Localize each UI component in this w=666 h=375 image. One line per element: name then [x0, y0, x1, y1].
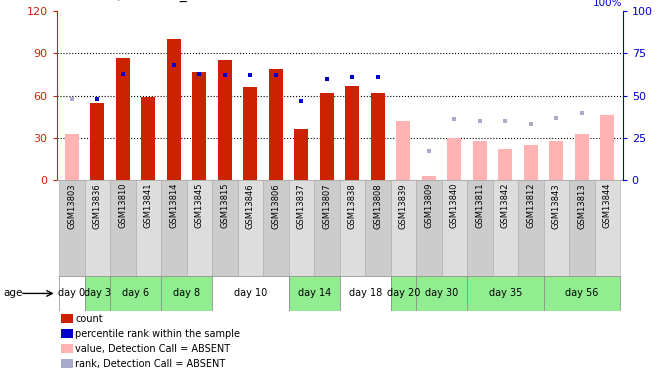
Text: day 8: day 8: [173, 288, 200, 298]
Bar: [396, 121, 410, 180]
Text: count: count: [75, 314, 103, 324]
Bar: [391, 180, 416, 278]
Bar: [263, 180, 288, 278]
Bar: [371, 93, 385, 180]
Bar: [498, 149, 512, 180]
Text: GSM13846: GSM13846: [246, 183, 255, 228]
Text: GSM13845: GSM13845: [195, 183, 204, 228]
Bar: [238, 180, 263, 278]
Bar: [346, 86, 360, 180]
Text: GSM13842: GSM13842: [501, 183, 510, 228]
Bar: [288, 276, 340, 311]
Bar: [473, 141, 487, 180]
Bar: [422, 176, 436, 180]
Bar: [110, 276, 161, 311]
Bar: [59, 276, 85, 311]
Text: GSM13844: GSM13844: [603, 183, 612, 228]
Bar: [218, 60, 232, 180]
Bar: [85, 180, 110, 278]
Text: GSM13811: GSM13811: [476, 183, 484, 228]
Text: GDS605 / 102632_at: GDS605 / 102632_at: [57, 0, 200, 2]
Bar: [269, 69, 283, 180]
Bar: [549, 141, 563, 180]
Text: day 18: day 18: [348, 288, 382, 298]
Bar: [91, 103, 105, 180]
Bar: [59, 180, 85, 278]
Bar: [340, 276, 391, 311]
Text: GSM13812: GSM13812: [526, 183, 535, 228]
Text: rank, Detection Call = ABSENT: rank, Detection Call = ABSENT: [75, 359, 226, 369]
Bar: [294, 129, 308, 180]
Bar: [320, 93, 334, 180]
Bar: [524, 145, 538, 180]
Bar: [575, 134, 589, 180]
Bar: [467, 276, 543, 311]
Bar: [569, 180, 595, 278]
Bar: [416, 180, 442, 278]
Text: day 20: day 20: [387, 288, 420, 298]
Text: GSM13837: GSM13837: [297, 183, 306, 229]
Text: day 56: day 56: [565, 288, 599, 298]
Text: day 14: day 14: [298, 288, 331, 298]
Text: GSM13806: GSM13806: [272, 183, 280, 228]
Text: GSM13843: GSM13843: [552, 183, 561, 228]
Bar: [365, 180, 391, 278]
Bar: [141, 97, 155, 180]
Text: GSM13810: GSM13810: [119, 183, 127, 228]
Bar: [212, 276, 288, 311]
Bar: [448, 138, 462, 180]
Text: day 35: day 35: [489, 288, 522, 298]
Text: GSM13807: GSM13807: [322, 183, 332, 228]
Text: GSM13808: GSM13808: [374, 183, 382, 228]
Bar: [161, 276, 212, 311]
Text: 100%: 100%: [593, 0, 623, 8]
Bar: [116, 58, 130, 180]
Bar: [167, 39, 181, 180]
Text: GSM13814: GSM13814: [169, 183, 178, 228]
Text: GSM13840: GSM13840: [450, 183, 459, 228]
Bar: [243, 87, 258, 180]
Text: GSM13809: GSM13809: [424, 183, 434, 228]
Bar: [416, 276, 467, 311]
Bar: [543, 180, 569, 278]
Bar: [340, 180, 365, 278]
Bar: [192, 72, 206, 180]
Bar: [186, 180, 212, 278]
Bar: [288, 180, 314, 278]
Text: GSM13841: GSM13841: [144, 183, 153, 228]
Bar: [442, 180, 467, 278]
Text: day 10: day 10: [234, 288, 267, 298]
Bar: [518, 180, 543, 278]
Bar: [391, 276, 416, 311]
Bar: [65, 134, 79, 180]
Text: GSM13836: GSM13836: [93, 183, 102, 229]
Bar: [543, 276, 620, 311]
Bar: [493, 180, 518, 278]
Text: day 6: day 6: [122, 288, 149, 298]
Text: GSM13838: GSM13838: [348, 183, 357, 229]
Bar: [85, 276, 110, 311]
Text: day 0: day 0: [59, 288, 85, 298]
Bar: [212, 180, 238, 278]
Text: day 30: day 30: [425, 288, 458, 298]
Bar: [136, 180, 161, 278]
Text: value, Detection Call = ABSENT: value, Detection Call = ABSENT: [75, 344, 230, 354]
Bar: [600, 116, 615, 180]
Text: percentile rank within the sample: percentile rank within the sample: [75, 329, 240, 339]
Text: GSM13839: GSM13839: [399, 183, 408, 228]
Bar: [110, 180, 136, 278]
Text: day 3: day 3: [84, 288, 111, 298]
Bar: [161, 180, 186, 278]
Text: GSM13815: GSM13815: [220, 183, 229, 228]
Text: GSM13803: GSM13803: [67, 183, 77, 228]
Bar: [314, 180, 340, 278]
Text: GSM13813: GSM13813: [577, 183, 586, 228]
Bar: [595, 180, 620, 278]
Bar: [467, 180, 493, 278]
Text: age: age: [3, 288, 23, 298]
